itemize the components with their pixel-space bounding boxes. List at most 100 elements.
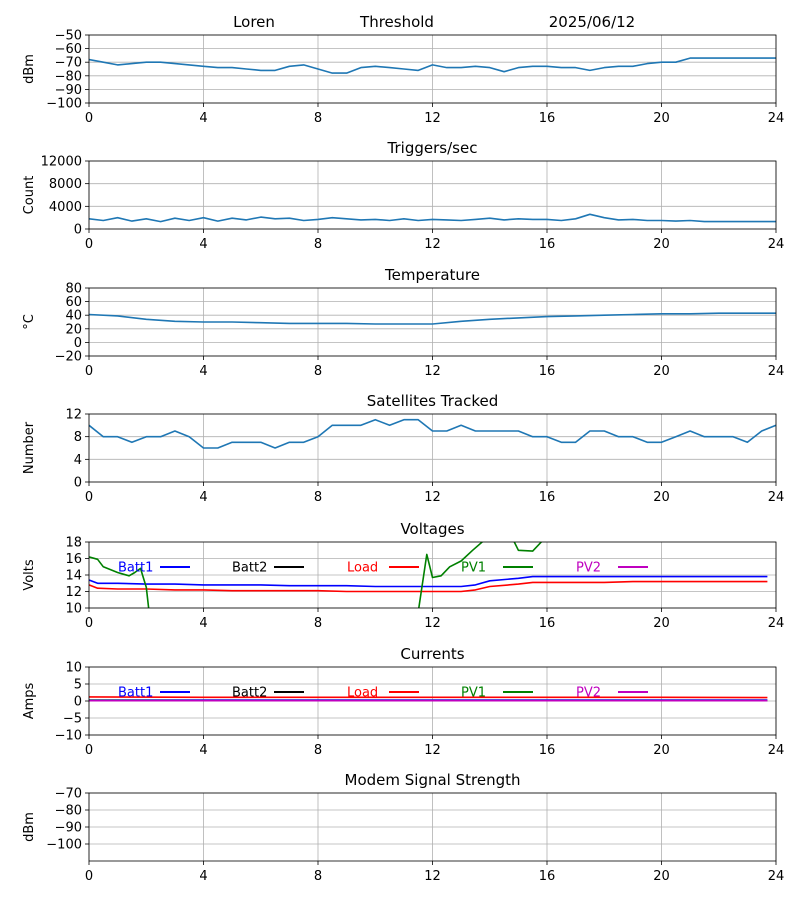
x-tick-label: 8: [314, 111, 322, 126]
series-line-batt1: [89, 575, 768, 588]
legend-label-pv2: PV2: [576, 561, 601, 576]
x-tick-label: 8: [314, 364, 322, 379]
panel-triggers: 0 4 8 12 16 20 24 0 4000 8000 12000 Count Triggers/s…: [22, 139, 784, 252]
y-axis-label: °C: [22, 314, 37, 330]
header-station: Loren: [233, 13, 275, 31]
y-tick-label: −5: [63, 712, 82, 727]
x-tick-label: 16: [539, 490, 556, 505]
legend-label-load: Load: [347, 561, 378, 576]
x-tick-label: 4: [199, 237, 207, 252]
y-axis-label: Amps: [22, 682, 37, 719]
x-tick-label: 0: [85, 869, 93, 884]
panel-currents: 0 4 8 12 16 20 24 −10 −5 0 5 10 Amps Currents Batt1 Bat…: [22, 645, 784, 758]
x-tick-label: 0: [85, 616, 93, 631]
x-tick-label: 16: [539, 869, 556, 884]
y-tick-label: 20: [65, 322, 82, 337]
x-tick-label: 20: [653, 869, 670, 884]
header-label: Threshold: [359, 13, 434, 31]
x-tick-label: 20: [653, 111, 670, 126]
y-tick-label: 14: [65, 569, 82, 584]
x-tick-label: 8: [314, 490, 322, 505]
x-tick-label: 8: [314, 237, 322, 252]
x-tick-label: 20: [653, 364, 670, 379]
x-tick-label: 12: [424, 743, 441, 758]
y-tick-label: 0: [74, 695, 82, 710]
x-tick-label: 16: [539, 111, 556, 126]
x-tick-label: 20: [653, 490, 670, 505]
y-tick-label: −90: [55, 83, 82, 98]
legend-label-pv2: PV2: [576, 686, 601, 701]
y-tick-label: 8000: [49, 177, 82, 192]
panel-satellites: 0 4 8 12 16 20 24 0 4 8 12 Number Satellites Tracked: [22, 392, 784, 505]
y-tick-label: −20: [55, 350, 82, 365]
legend-label-batt1: Batt1: [118, 561, 153, 576]
legend-label-batt1: Batt1: [118, 686, 153, 701]
x-tick-label: 12: [424, 364, 441, 379]
x-tick-label: 4: [199, 616, 207, 631]
y-axis-label: dBm: [22, 54, 37, 84]
x-tick-label: 12: [424, 237, 441, 252]
x-tick-label: 16: [539, 364, 556, 379]
x-tick-label: 20: [653, 616, 670, 631]
x-tick-label: 4: [199, 743, 207, 758]
y-tick-label: 0: [74, 476, 82, 491]
x-tick-label: 8: [314, 869, 322, 884]
panel-threshold: 0 4 8 12 16 20 24 −100−90−80−70−60−50 dBm: [22, 29, 784, 127]
x-tick-label: 16: [539, 237, 556, 252]
panel-title: Currents: [400, 645, 464, 663]
y-axis-label: dBm: [22, 812, 37, 842]
y-tick-label: −90: [55, 821, 82, 836]
series-line-triggers: [89, 213, 776, 223]
y-tick-label: 12000: [41, 155, 82, 170]
panel-title: Triggers/sec: [387, 139, 478, 157]
y-tick-label: 12: [65, 408, 82, 423]
y-tick-label: −10: [55, 729, 82, 744]
y-tick-label: 60: [65, 295, 82, 310]
x-tick-label: 20: [653, 237, 670, 252]
y-tick-label: −100: [46, 97, 82, 112]
legend-label-pv1: PV1: [461, 686, 486, 701]
series-line-load: [89, 580, 768, 593]
x-tick-label: 4: [199, 490, 207, 505]
y-tick-label: 10: [65, 661, 82, 676]
panel-title: Modem Signal Strength: [345, 771, 521, 789]
x-tick-label: 12: [424, 869, 441, 884]
y-axis-label: Number: [22, 421, 37, 474]
x-tick-label: 4: [199, 364, 207, 379]
series-line-pv1: [89, 542, 543, 608]
x-tick-label: 0: [85, 111, 93, 126]
y-tick-label: −70: [55, 56, 82, 71]
series-line-threshold: [89, 57, 776, 74]
x-tick-label: 0: [85, 490, 93, 505]
x-tick-label: 24: [768, 616, 785, 631]
x-tick-label: 16: [539, 616, 556, 631]
legend-label-batt2: Batt2: [232, 561, 267, 576]
y-tick-label: 4000: [49, 200, 82, 215]
x-tick-label: 8: [314, 743, 322, 758]
y-tick-label: 16: [65, 552, 82, 567]
panel-title: Satellites Tracked: [367, 392, 498, 410]
legend-label-load: Load: [347, 686, 378, 701]
y-tick-label: −100: [46, 838, 82, 853]
panel-title: Temperature: [384, 266, 480, 284]
x-tick-label: 0: [85, 364, 93, 379]
y-tick-label: 40: [65, 309, 82, 324]
x-tick-label: 8: [314, 616, 322, 631]
y-tick-label: 5: [74, 678, 82, 693]
x-tick-label: 0: [85, 237, 93, 252]
x-tick-label: 0: [85, 743, 93, 758]
x-tick-label: 20: [653, 743, 670, 758]
y-tick-label: −60: [55, 42, 82, 57]
y-tick-label: 12: [65, 585, 82, 600]
panel-title: Voltages: [400, 520, 464, 538]
x-tick-label: 24: [768, 364, 785, 379]
y-tick-label: 10: [65, 602, 82, 617]
header-date: 2025/06/12: [549, 13, 635, 31]
x-tick-label: 12: [424, 616, 441, 631]
x-tick-label: 12: [424, 490, 441, 505]
x-tick-label: 24: [768, 111, 785, 126]
y-tick-label: 8: [74, 430, 82, 445]
